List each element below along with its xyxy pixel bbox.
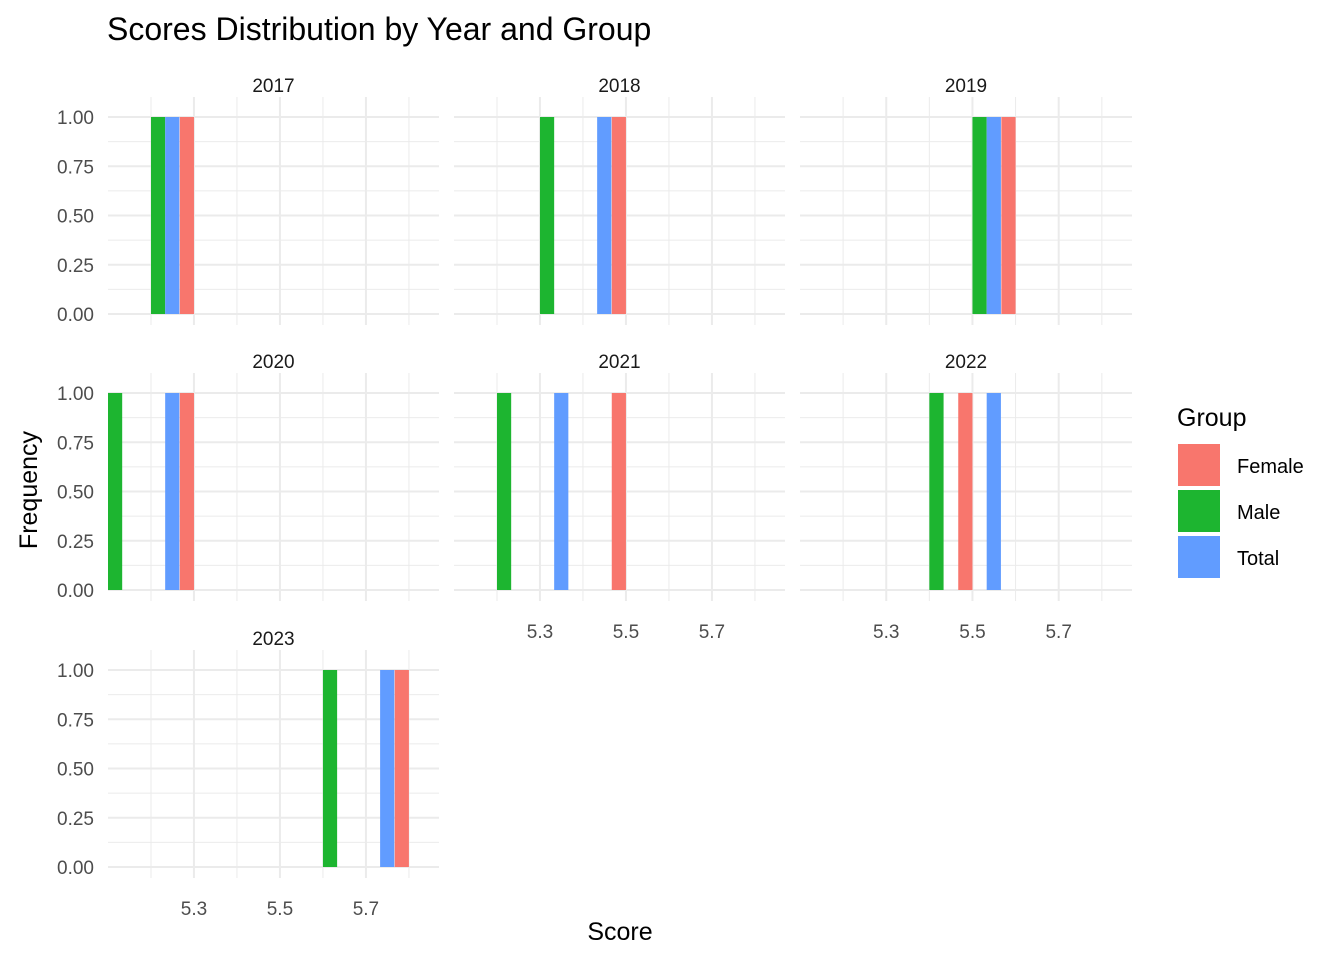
y-tick-label: 1.00 <box>57 384 94 405</box>
histogram-bar-male <box>972 117 987 314</box>
x-tick-label: 5.3 <box>527 622 553 643</box>
x-tick-label: 5.7 <box>699 622 725 643</box>
y-tick-label: 1.00 <box>57 661 94 682</box>
legend-key-male <box>1178 490 1220 532</box>
x-axis-title: Score <box>587 918 652 946</box>
x-tick-label: 5.5 <box>959 622 985 643</box>
y-tick-label: 0.00 <box>57 858 94 879</box>
histogram-bar-male <box>150 117 166 314</box>
panel-strip-label: 2017 <box>252 76 294 97</box>
legend-label: Female <box>1237 456 1304 478</box>
x-tick-label: 5.7 <box>1045 622 1071 643</box>
panel-strip-label: 2018 <box>598 76 640 97</box>
y-axis-title: Frequency <box>15 430 43 549</box>
legend-label: Male <box>1237 502 1280 524</box>
y-tick-label: 0.50 <box>57 207 94 228</box>
histogram-bar-total <box>554 393 569 590</box>
histogram-bar-female <box>394 670 409 867</box>
y-tick-label: 0.25 <box>57 532 94 553</box>
x-tick-label: 5.5 <box>267 899 293 920</box>
histogram-bar-female <box>958 393 973 590</box>
panel-strip-label: 2023 <box>252 629 294 650</box>
y-tick-label: 0.50 <box>57 760 94 781</box>
panel-strip-label: 2019 <box>945 76 987 97</box>
legend-title: Group <box>1177 404 1246 432</box>
histogram-bar-total <box>165 393 180 590</box>
legend-key-total <box>1178 536 1220 578</box>
histogram-bar-female <box>611 117 626 314</box>
histogram-bar-male <box>929 393 944 590</box>
panel-strip-label: 2022 <box>945 352 987 373</box>
histogram-bar-total <box>986 393 1001 590</box>
legend-label: Total <box>1237 548 1279 570</box>
y-tick-label: 0.00 <box>57 305 94 326</box>
y-tick-label: 0.25 <box>57 809 94 830</box>
chart-title: Scores Distribution by Year and Group <box>107 11 651 47</box>
x-tick-label: 5.3 <box>181 899 207 920</box>
y-tick-label: 0.25 <box>57 256 94 277</box>
y-tick-label: 0.50 <box>57 483 94 504</box>
histogram-bar-total <box>380 670 395 867</box>
histogram-bar-female <box>179 393 194 590</box>
y-tick-label: 1.00 <box>57 108 94 129</box>
y-tick-label: 0.75 <box>57 710 94 731</box>
histogram-bar-female <box>179 117 194 314</box>
x-tick-label: 5.3 <box>873 622 899 643</box>
y-tick-label: 0.75 <box>57 157 94 178</box>
histogram-bar-male <box>539 117 555 314</box>
x-tick-label: 5.7 <box>353 899 379 920</box>
panel-strip-label: 2020 <box>252 352 294 373</box>
panel-strip-label: 2021 <box>598 352 640 373</box>
y-tick-label: 0.75 <box>57 433 94 454</box>
histogram-bar-female <box>611 393 626 590</box>
x-tick-label: 5.5 <box>613 622 639 643</box>
histogram-bar-male <box>108 393 123 590</box>
y-tick-label: 0.00 <box>57 581 94 602</box>
legend-key-female <box>1178 444 1220 486</box>
histogram-bar-total <box>597 117 612 314</box>
histogram-bar-female <box>1001 117 1016 314</box>
histogram-bar-male <box>322 670 338 867</box>
histogram-bar-male <box>496 393 512 590</box>
histogram-bar-total <box>986 117 1001 314</box>
histogram-bar-total <box>165 117 180 314</box>
